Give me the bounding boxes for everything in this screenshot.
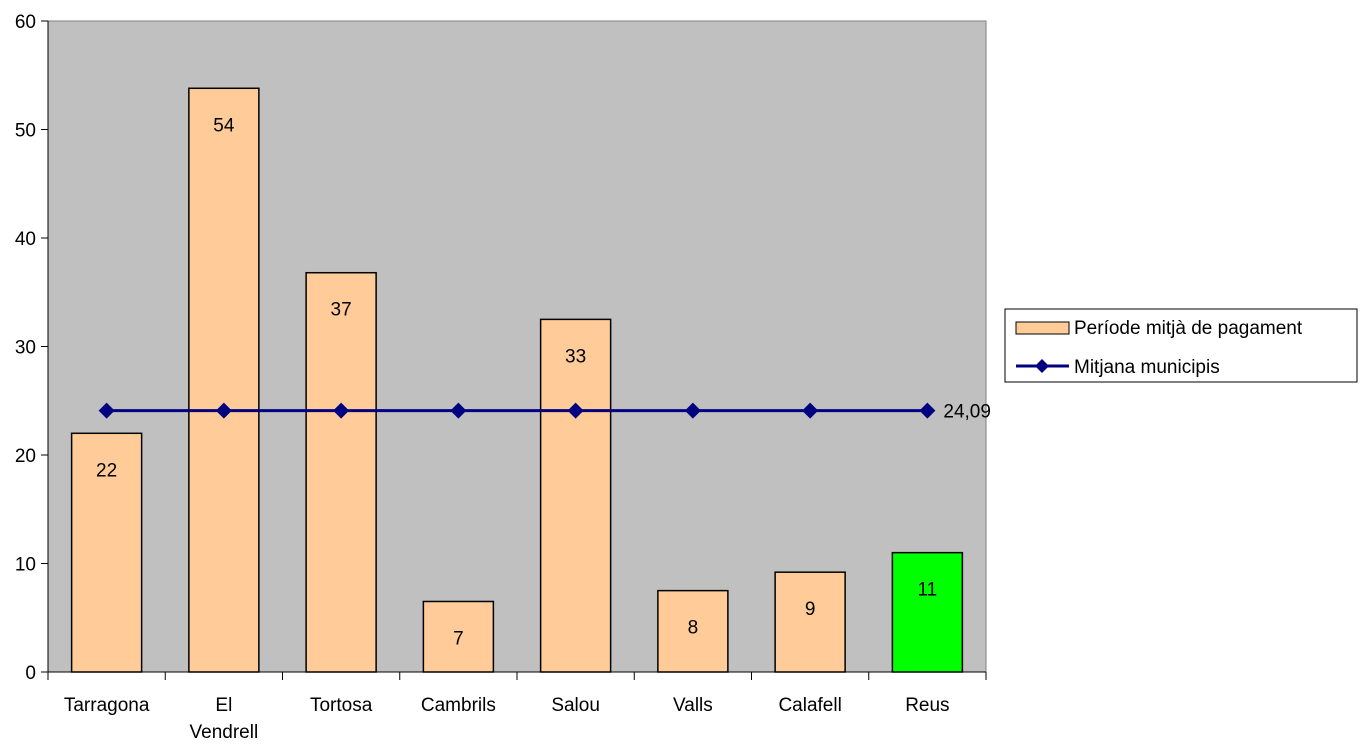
bar-5 xyxy=(657,589,729,673)
bars-layer: 22 54 37 7 33 8 9 11 xyxy=(70,87,964,673)
axes-layer: 0 10 20 30 40 50 60 Tarragona El Vendrell Tortosa C… xyxy=(15,12,987,743)
bar-data-label: 33 xyxy=(565,346,586,367)
x-tick-label: Tortosa xyxy=(310,695,373,716)
x-tick-label: Tarragona xyxy=(64,695,150,716)
legend: Període mitjà de pagament Mitjana munici… xyxy=(1004,308,1358,383)
y-tick-label: 0 xyxy=(25,663,36,684)
legend-bar-label: Període mitjà de pagament xyxy=(1074,318,1303,339)
legend-bar-swatch xyxy=(1015,321,1070,335)
bar-3 xyxy=(422,600,495,673)
bar-2 xyxy=(305,271,377,673)
x-tick-label: Calafell xyxy=(778,695,841,716)
average-marker-3 xyxy=(450,402,467,419)
bar-1 xyxy=(188,87,260,673)
bar-data-label: 7 xyxy=(453,628,464,649)
bar-data-label: 37 xyxy=(331,300,352,321)
average-marker-2 xyxy=(333,402,350,419)
bar-0 xyxy=(70,432,143,673)
x-tick-label: Valls xyxy=(673,695,713,716)
y-tick-label: 50 xyxy=(15,121,36,142)
x-tick-label: Cambrils xyxy=(421,695,496,716)
average-marker-4 xyxy=(567,402,584,419)
average-marker-5 xyxy=(684,402,701,419)
bar-data-label: 11 xyxy=(918,580,938,601)
x-tick-label: Salou xyxy=(551,695,600,716)
legend-box xyxy=(1004,308,1358,383)
y-tick-label: 20 xyxy=(15,446,36,467)
y-tick-label: 60 xyxy=(15,12,36,33)
average-end-label: 24,09 xyxy=(943,402,991,423)
average-marker-1 xyxy=(215,402,232,419)
y-tick-label: 30 xyxy=(15,338,36,359)
average-marker-0 xyxy=(98,402,115,419)
bar-data-label: 54 xyxy=(213,115,235,136)
bar-data-label: 9 xyxy=(805,599,816,620)
legend-line-marker xyxy=(1035,359,1049,373)
bar-7 xyxy=(891,551,964,673)
y-tick-label: 10 xyxy=(15,555,36,576)
x-tick-label: Reus xyxy=(905,695,949,716)
bar-4 xyxy=(539,318,612,673)
average-marker-6 xyxy=(802,402,819,419)
bar-6 xyxy=(774,571,846,673)
average-marker-7 xyxy=(919,402,936,419)
line-layer: 24,09 xyxy=(98,402,991,423)
bar-data-label: 8 xyxy=(688,618,699,639)
legend-line-label: Mitjana municipis xyxy=(1074,357,1220,378)
y-tick-label: 40 xyxy=(15,229,36,250)
x-tick-label: El Vendrell xyxy=(190,695,259,743)
bar-data-label: 22 xyxy=(96,460,117,481)
